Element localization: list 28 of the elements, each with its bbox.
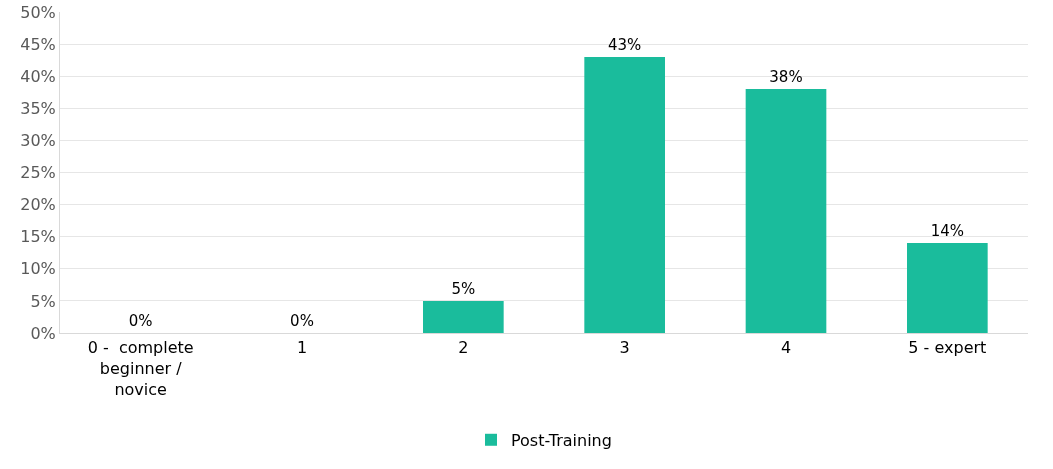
data-label: 38%	[769, 68, 803, 87]
x-tick-label: 3	[619, 338, 630, 358]
y-tick-label: 45%	[20, 34, 56, 54]
bar	[745, 89, 827, 333]
y-tick-label: 10%	[20, 259, 56, 279]
bar	[584, 56, 665, 333]
y-tick-label: 5%	[30, 291, 56, 311]
y-tick-label: 15%	[20, 227, 56, 247]
data-label: 5%	[451, 279, 476, 298]
data-label: 0%	[290, 312, 314, 330]
y-tick-label: 25%	[20, 163, 56, 183]
legend-label: Post-Training	[511, 431, 612, 451]
bar	[423, 300, 504, 333]
y-tick-label: 35%	[20, 98, 56, 118]
data-label: 14%	[930, 222, 965, 241]
x-tick-label: 1	[296, 338, 308, 358]
data-label: 43%	[607, 35, 642, 54]
y-tick-label: 30%	[20, 131, 56, 150]
bar	[907, 243, 988, 333]
x-tick-label: 5 - expert	[908, 338, 987, 358]
x-tick-label: 0 - complete beginner / novice	[87, 338, 194, 399]
y-tick-label: 50%	[20, 2, 56, 22]
y-tick-label: 20%	[20, 195, 56, 215]
data-label: 0%	[128, 312, 153, 330]
x-tick-label: 4	[780, 338, 792, 358]
x-tick-label: 2	[458, 338, 469, 358]
y-tick-label: 0%	[30, 323, 56, 343]
y-tick-label: 40%	[20, 66, 56, 86]
